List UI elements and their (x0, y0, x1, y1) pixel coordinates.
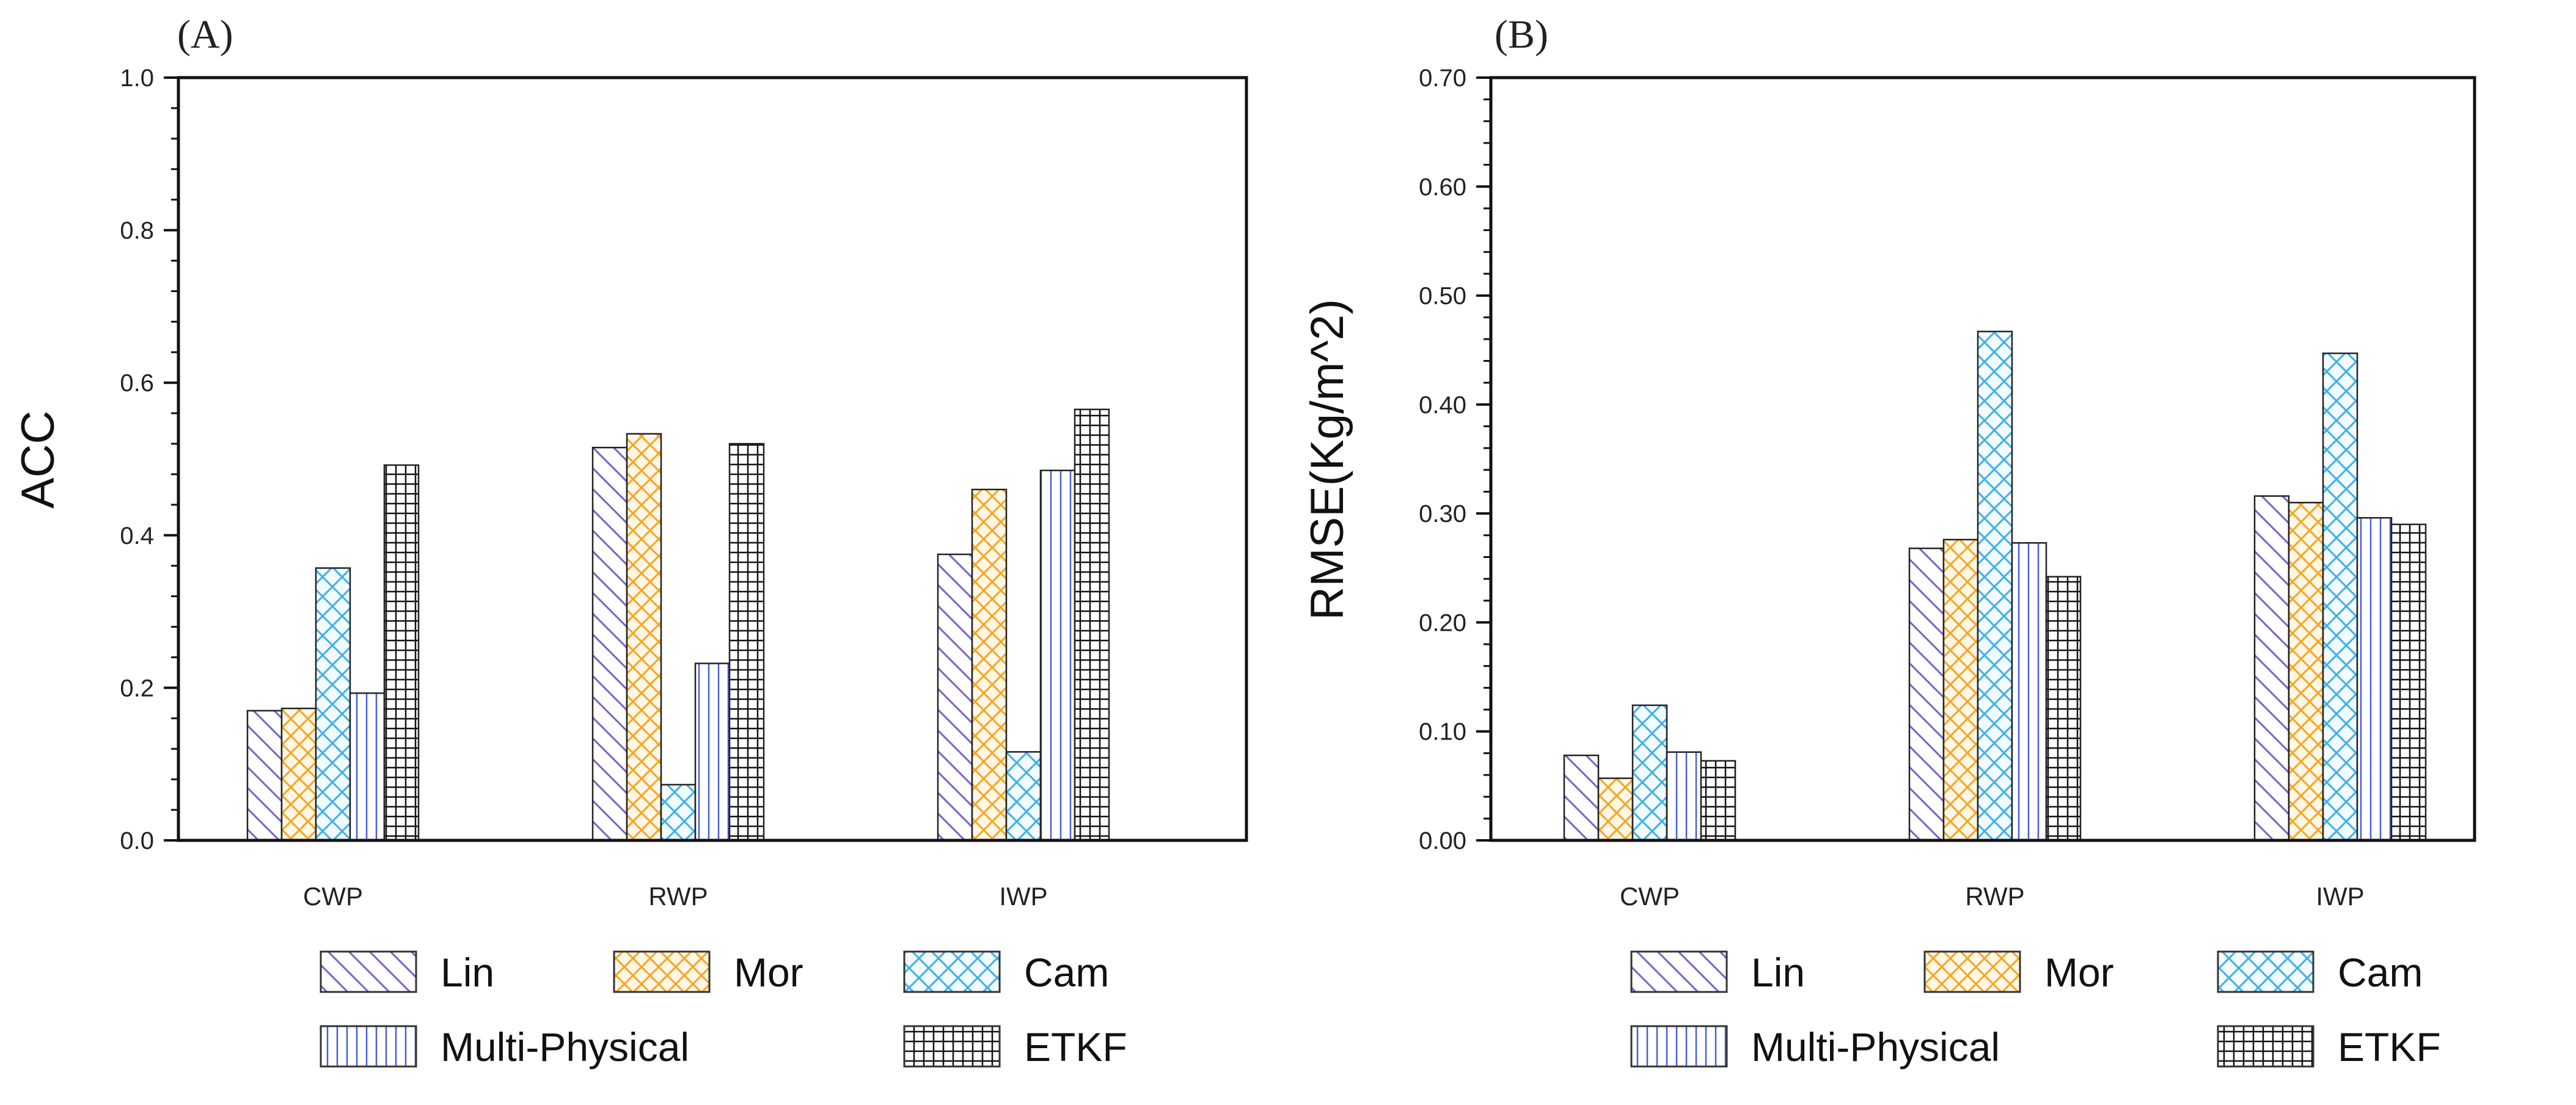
panel-a-legend: Lin Mor Cam Multi-Physical ETKF (320, 950, 1127, 1070)
panel-b-legend: Lin Mor Cam Multi-Physical ETKF (1630, 950, 2441, 1070)
y-tick-label: 0.00 (1419, 828, 1466, 854)
panel-a-bars (246, 408, 1110, 842)
bar-iwp-multi-physical (1039, 469, 1076, 842)
legend-swatch-multi-physical (320, 1025, 417, 1068)
legend-label-etkf: ETKF (1024, 1024, 1127, 1070)
bar-iwp-mor (2288, 502, 2324, 842)
legend-entry-etkf: ETKF (903, 1024, 1127, 1070)
bar-iwp-lin (937, 553, 973, 842)
legend-entry-cam: Cam (2217, 950, 2423, 995)
y-tick-label: 0.6 (120, 370, 154, 397)
bar-iwp-mor (971, 488, 1008, 842)
legend-label-mor: Mor (2044, 950, 2114, 995)
panel-a-category-label: CWP (303, 882, 363, 911)
bar-rwp-lin (591, 447, 628, 842)
y-tick-label: 0.70 (1419, 65, 1466, 92)
legend-swatch-etkf (2217, 1025, 2314, 1068)
legend-label-lin: Lin (1751, 950, 1805, 995)
panel-b-category-label: CWP (1620, 882, 1680, 911)
panel-a-category-label: IWP (999, 882, 1047, 911)
bar-rwp-cam (660, 784, 697, 842)
bar-cwp-lin (246, 710, 283, 842)
panel-b-chart: (B) RMSE(Kg/m^2) 0.00 0.10 0.20 0.30 0.40 0.5… (1301, 12, 2476, 1070)
bar-iwp-etkf (1074, 408, 1110, 842)
legend-swatch-mor (1923, 950, 2021, 993)
panel-a-y-ticks: 0.0 0.2 0.4 0.6 0.8 1.0 (120, 65, 178, 854)
y-tick-label: 0.0 (120, 828, 154, 854)
panel-b-category-label: RWP (1965, 882, 2024, 911)
panel-b-plot-frame (1489, 76, 2476, 842)
bar-iwp-cam (1005, 751, 1042, 842)
y-tick-label: 0.20 (1419, 609, 1466, 636)
panel-a-y-axis-label: ACC (12, 411, 64, 508)
bar-iwp-cam (2322, 352, 2358, 842)
legend-label-lin: Lin (441, 950, 494, 995)
bar-iwp-lin (2253, 495, 2290, 842)
bar-cwp-lin (1563, 754, 1600, 842)
panel-b-category-labels: CWP RWP IWP (1620, 882, 2365, 911)
legend-swatch-cam (903, 950, 1001, 993)
bar-cwp-etkf (1700, 760, 1736, 842)
legend-entry-mor: Mor (1923, 950, 2114, 995)
legend-entry-cam: Cam (903, 950, 1109, 995)
panel-b-y-ticks: 0.00 0.10 0.20 0.30 0.40 0.50 0.60 0.70 (1419, 65, 1491, 854)
panel-b-y-axis-label: RMSE(Kg/m^2) (1301, 299, 1353, 620)
legend-label-mor: Mor (734, 950, 803, 995)
bar-rwp-multi-physical (694, 663, 731, 842)
y-tick-label: 1.0 (120, 65, 154, 92)
panel-a-category-label: RWP (648, 882, 708, 911)
bar-cwp-cam (1631, 704, 1668, 842)
bar-rwp-mor (626, 433, 662, 842)
panel-a-plot-frame (177, 76, 1248, 842)
panel-b-bars (1563, 331, 2427, 842)
bar-cwp-multi-physical (349, 692, 386, 842)
legend-entry-lin: Lin (320, 950, 494, 995)
bar-cwp-multi-physical (1666, 751, 1702, 842)
y-tick-label: 0.30 (1419, 501, 1466, 527)
legend-entry-mor: Mor (613, 950, 803, 995)
y-tick-label: 0.40 (1419, 392, 1466, 419)
legend-entry-multi-physical: Multi-Physical (1630, 1024, 2000, 1070)
legend-label-multi-physical: Multi-Physical (1751, 1024, 2000, 1070)
bar-cwp-mor (1597, 777, 1634, 842)
legend-swatch-multi-physical (1630, 1025, 1728, 1068)
y-tick-label: 0.2 (120, 675, 154, 702)
y-tick-label: 0.4 (120, 523, 154, 549)
bar-cwp-cam (315, 567, 351, 842)
bar-iwp-etkf (2390, 523, 2427, 842)
legend-swatch-lin (1630, 950, 1728, 993)
legend-entry-lin: Lin (1630, 950, 1805, 995)
y-tick-label: 0.10 (1419, 719, 1466, 746)
legend-swatch-cam (2217, 950, 2314, 993)
legend-entry-etkf: ETKF (2217, 1024, 2441, 1070)
bar-cwp-mor (280, 707, 317, 842)
bar-iwp-multi-physical (2356, 517, 2393, 842)
bar-rwp-etkf (2045, 576, 2082, 842)
bar-rwp-cam (1977, 331, 2013, 842)
legend-swatch-lin (320, 950, 417, 993)
y-tick-label: 0.60 (1419, 174, 1466, 200)
legend-swatch-mor (613, 950, 711, 993)
legend-label-etkf: ETKF (2338, 1024, 2441, 1070)
panel-a-chart: (A) ACC 0.0 0.2 0.4 0.6 0.8 1.0 CWP RWP IWP L… (12, 12, 1248, 1070)
y-tick-label: 0.8 (120, 218, 154, 244)
y-tick-label: 0.50 (1419, 283, 1466, 310)
bar-rwp-lin (1908, 547, 1945, 842)
legend-label-multi-physical: Multi-Physical (441, 1024, 689, 1070)
bar-rwp-multi-physical (2011, 542, 2047, 842)
legend-entry-multi-physical: Multi-Physical (320, 1024, 689, 1070)
bar-rwp-etkf (728, 442, 765, 842)
legend-label-cam: Cam (2338, 950, 2423, 995)
bar-cwp-etkf (383, 464, 420, 842)
bar-rwp-mor (1942, 538, 1979, 842)
panel-b-label: (B) (1495, 12, 1548, 57)
panel-a-category-labels: CWP RWP IWP (303, 882, 1048, 911)
legend-swatch-etkf (903, 1025, 1001, 1068)
legend-label-cam: Cam (1024, 950, 1109, 995)
panel-b-category-label: IWP (2316, 882, 2364, 911)
panel-a-label: (A) (177, 12, 233, 57)
